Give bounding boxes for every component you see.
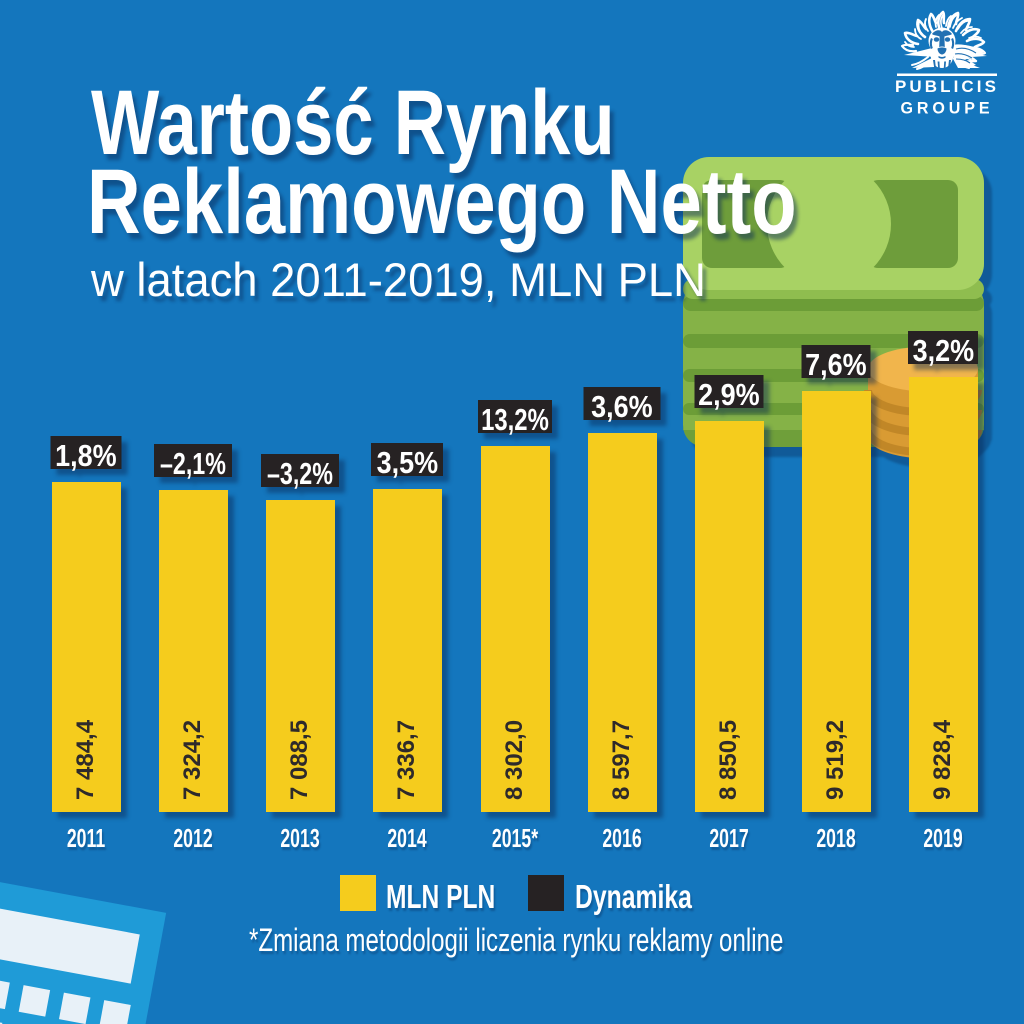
svg-text:GROUPE: GROUPE: [901, 100, 994, 118]
svg-text:PUBLICIS: PUBLICIS: [895, 78, 999, 96]
